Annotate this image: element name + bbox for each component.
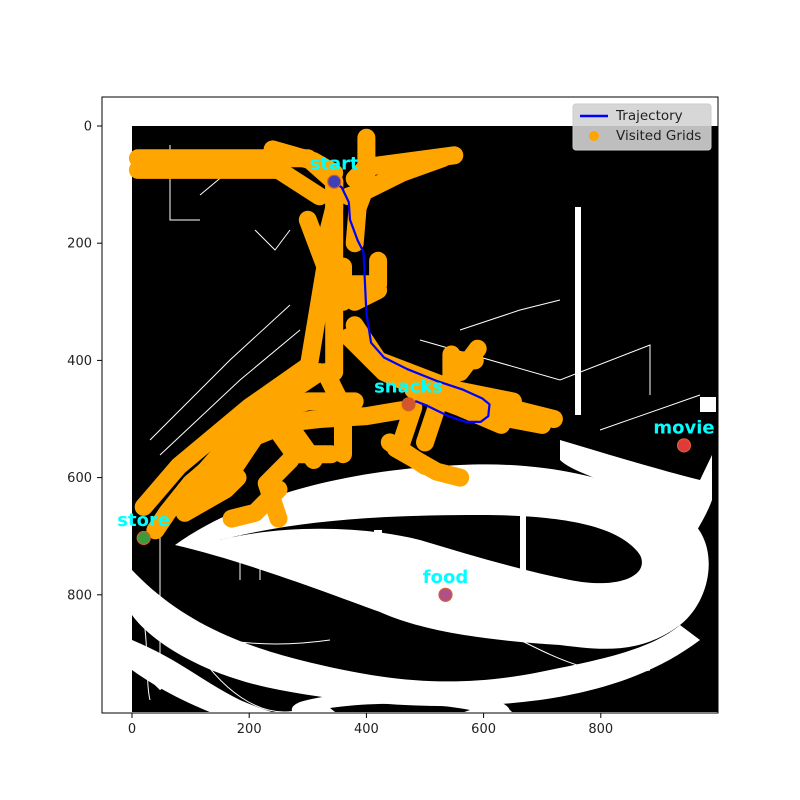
visited-grid-segment — [222, 480, 288, 528]
legend-trajectory-label: Trajectory — [615, 108, 683, 124]
walkable-store-area — [132, 640, 175, 690]
y-tick-label: 800 — [67, 588, 92, 603]
place-marker-movie — [676, 438, 692, 453]
walkable-lower-ring — [132, 570, 700, 707]
visited-grid-segment — [298, 210, 335, 382]
wall-line — [149, 619, 331, 645]
walkable-east-edge — [700, 397, 716, 412]
wall-line — [149, 304, 291, 441]
walkable-upper-left-stripe — [132, 122, 715, 126]
walkable-east-vertical — [575, 207, 581, 415]
legend: Trajectory Visited Grids — [572, 103, 712, 151]
visited-grid-segment — [222, 415, 294, 481]
axis-ticks: 0 200 400 600 800 0 200 400 600 800 — [67, 120, 613, 738]
walkable-food-loop — [291, 690, 510, 734]
wall-line — [254, 229, 291, 251]
axes-frame — [101, 96, 719, 714]
place-marker-store — [136, 530, 151, 546]
place-label-start: start — [310, 154, 359, 175]
place-label-movie: movie — [653, 417, 714, 438]
visited-grid-segment — [451, 339, 487, 382]
visited-grid-segment — [169, 462, 241, 510]
trajectory-line — [333, 180, 491, 423]
visited-grid-segment — [263, 140, 344, 182]
wall-line — [159, 329, 301, 456]
place-marker-start — [327, 174, 342, 189]
y-tick-label: 400 — [67, 354, 92, 369]
wall-line — [189, 639, 301, 713]
y-tick-label: 0 — [84, 120, 92, 135]
wall-line — [139, 599, 151, 701]
visited-grid-segment — [251, 392, 364, 423]
x-tick-label: 200 — [237, 722, 262, 737]
visited-grid-segment — [175, 468, 247, 522]
y-tick-label: 200 — [67, 237, 92, 252]
wall-line — [599, 394, 701, 431]
place-marker-snacks — [401, 397, 416, 412]
wall-outlines — [139, 145, 701, 713]
x-tick-label: 400 — [354, 722, 379, 737]
visited-grid-segment — [257, 401, 411, 434]
place-marker-food — [438, 587, 453, 602]
places: start snacks movie store food — [117, 154, 715, 602]
visited-grid-segment — [404, 380, 511, 434]
wall-line — [419, 339, 651, 395]
visited-grid-segment — [134, 357, 317, 516]
walkable-south-block — [374, 530, 382, 590]
x-tick-label: 600 — [471, 722, 496, 737]
visited-grid-segment — [316, 172, 344, 253]
visited-grid-segment — [257, 451, 300, 528]
wall-line — [459, 299, 561, 331]
visited-grid-segment — [416, 398, 446, 452]
y-tick-label: 600 — [67, 471, 92, 486]
place-label-store: store — [117, 510, 170, 531]
visited-grids — [128, 128, 563, 540]
visited-grid-segment — [345, 146, 464, 188]
visited-grid-segment — [386, 439, 470, 487]
place-label-snacks: snacks — [374, 376, 443, 397]
walkable-south-block-2 — [410, 545, 416, 585]
trajectory — [333, 180, 491, 423]
place-label-food: food — [423, 567, 468, 588]
walkable-southwest — [132, 640, 520, 749]
walkable-central-loop — [175, 464, 709, 649]
walkable-east-corridor — [560, 440, 712, 560]
wall-line — [519, 639, 651, 674]
walkable-south-block-3 — [520, 515, 526, 587]
legend-visited-swatch — [589, 131, 599, 141]
visited-grid-segment — [128, 160, 329, 206]
x-tick-label: 800 — [588, 722, 613, 737]
axes-area: start snacks movie store food — [101, 96, 719, 749]
legend-visited-label: Visited Grids — [616, 128, 701, 144]
x-tick-label: 0 — [128, 722, 136, 737]
visited-grid-segment — [392, 398, 423, 452]
